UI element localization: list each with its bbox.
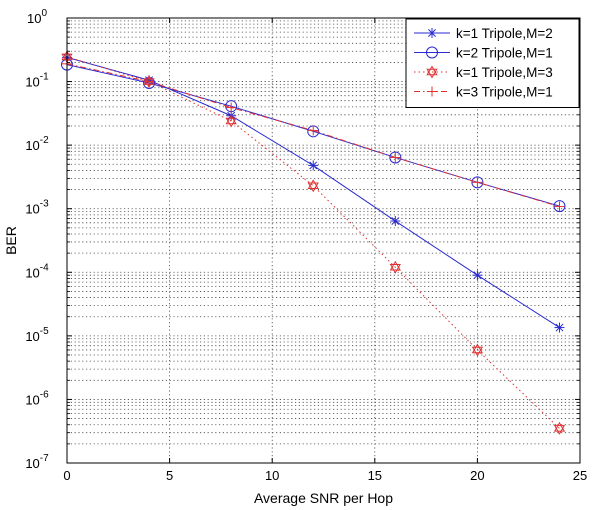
data-point: [225, 114, 237, 128]
x-tick-label: 10: [265, 468, 279, 483]
data-point: [390, 216, 401, 227]
data-point: [308, 160, 319, 171]
y-tick-label: 100: [27, 8, 47, 26]
x-tick-label: 25: [573, 468, 587, 483]
y-tick-label: 10-3: [25, 199, 49, 217]
data-point: [472, 177, 483, 188]
legend-label: k=1 Tripole,M=3: [456, 65, 553, 80]
x-tick-label: 15: [368, 468, 382, 483]
data-point: [308, 125, 319, 136]
legend-item: k=1 Tripole,M=3: [414, 65, 553, 80]
y-tick-label: 10-6: [25, 389, 49, 407]
series-4: [62, 58, 565, 212]
legend-marker: [426, 46, 438, 59]
legend-label: k=1 Tripole,M=2: [456, 26, 553, 41]
data-point: [226, 102, 237, 113]
plot-frame: [66, 17, 581, 464]
x-axis-label: Average SNR per Hop: [254, 490, 393, 506]
y-tick-label: 10-7: [25, 453, 49, 471]
legend-box: [405, 18, 580, 108]
legend-label: k=3 Tripole,M=1: [456, 85, 553, 100]
legend-marker: [427, 28, 437, 38]
series-line: [66, 56, 560, 429]
data-point: [389, 260, 401, 274]
y-tick-label: 10-1: [25, 72, 49, 90]
y-tick-label: 10-5: [25, 326, 49, 344]
data-point: [307, 179, 319, 193]
x-tick-label: 5: [166, 468, 173, 483]
ticks: [66, 17, 581, 464]
tick-labels: 0 5 10 15 20 25 10-7 10-6 10-5 10-4 10-3 10-2 10-1 10…: [25, 8, 587, 483]
data-point: [554, 322, 565, 333]
legend-item: k=2 Tripole,M=1: [414, 46, 553, 61]
series-3: [61, 50, 566, 435]
legend-label: k=2 Tripole,M=1: [456, 46, 553, 61]
legend-marker: [426, 65, 438, 79]
data-point: [472, 270, 483, 281]
x-tick-label: 0: [63, 468, 70, 483]
series-layer: [61, 50, 566, 435]
data-point: [390, 152, 401, 163]
y-tick-label: 10-4: [25, 262, 49, 280]
data-point: [471, 176, 484, 189]
y-tick-label: 10-2: [25, 135, 49, 153]
data-point: [471, 343, 484, 357]
x-tick-label: 20: [470, 468, 484, 483]
legend-item: k=1 Tripole,M=2: [414, 26, 553, 41]
legend-marker: [427, 86, 437, 97]
legend: k=1 Tripole,M=2 k=2 Tripole,M=1 k=1 Tripol…: [405, 18, 580, 108]
y-axis-label: BER: [3, 226, 19, 255]
legend-item: k=3 Tripole,M=1: [414, 85, 553, 100]
data-point: [144, 76, 155, 87]
data-point: [389, 151, 402, 164]
data-point: [554, 201, 565, 212]
data-point: [553, 421, 566, 435]
